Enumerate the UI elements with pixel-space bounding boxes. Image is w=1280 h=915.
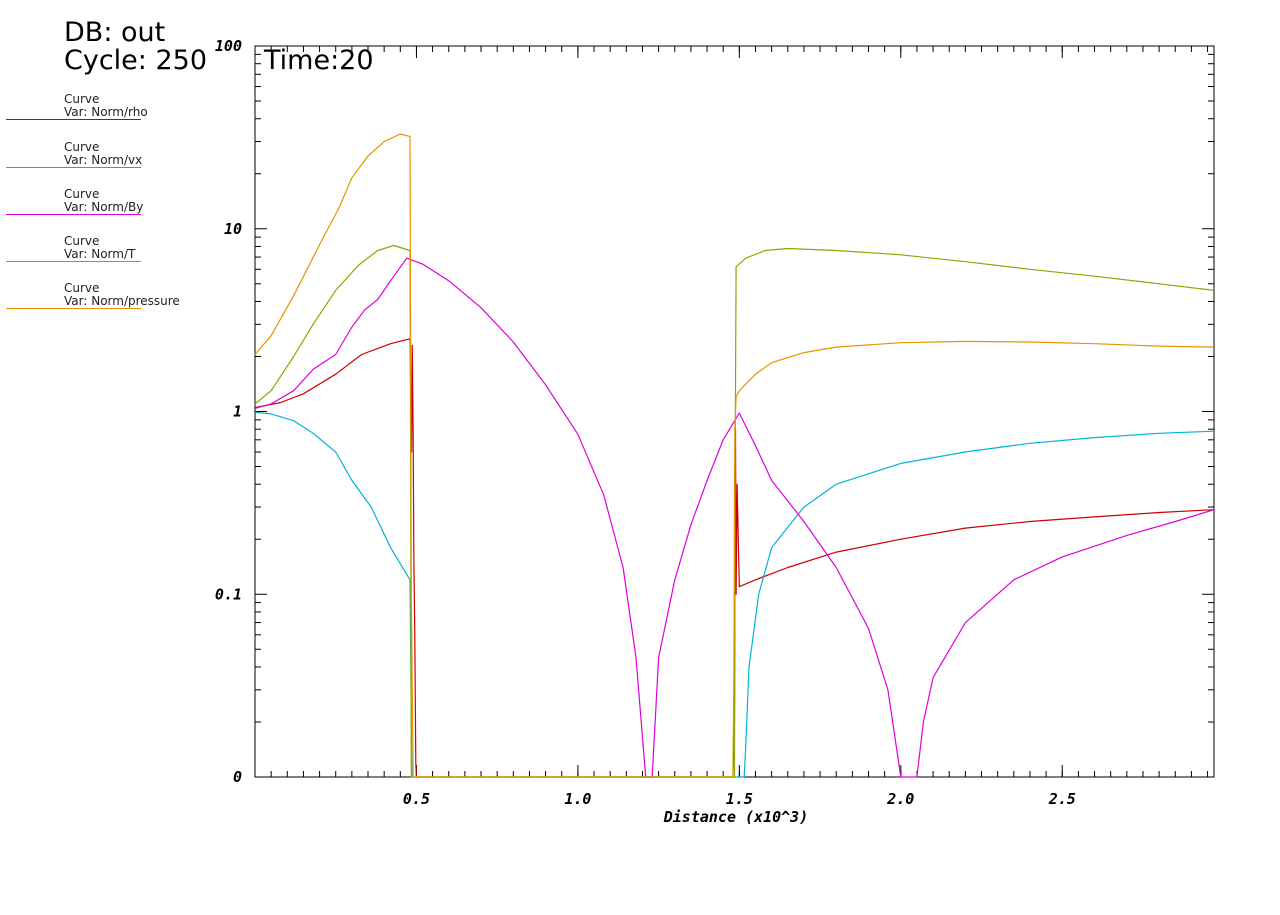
legend-entry-title: Curve xyxy=(64,281,100,295)
legend-entry-pressure: Curve Var: Norm/pressure xyxy=(6,281,180,314)
x-tick-label: 1.0 xyxy=(564,790,591,808)
y-tick-label: 0 xyxy=(233,768,242,786)
minor-ticks xyxy=(255,46,1214,777)
time-label: Time:20 xyxy=(264,45,374,76)
series-line-1 xyxy=(254,411,1215,778)
tick-labels: 0.5 1.0 1.5 2.0 2.5 0 0.1 1 10 100 xyxy=(215,37,1076,808)
legend-entry-title: Curve xyxy=(64,234,100,248)
series-line-2 xyxy=(254,257,1215,778)
series-line-4 xyxy=(254,133,1215,778)
legend-entry-title: Curve xyxy=(64,92,100,106)
x-tick-label: 2.0 xyxy=(886,790,914,808)
legend-entry-vx: Curve Var: Norm/vx xyxy=(6,141,176,173)
legend-entry-variable: Var: Norm/By xyxy=(64,200,144,214)
y-tick-label: 100 xyxy=(215,37,242,55)
legend-entry-title: Curve xyxy=(64,140,100,154)
x-tick-label: 1.5 xyxy=(726,790,753,808)
x-axis-title: Distance (x10^3) xyxy=(663,808,809,826)
y-tick-label: 10 xyxy=(224,220,242,238)
legend-entry-by: Curve Var: Norm/By xyxy=(6,188,176,220)
cycle-label: Cycle: 250 xyxy=(64,45,208,76)
legend-entry-variable: Var: Norm/vx xyxy=(64,153,143,167)
series-line-3 xyxy=(254,244,1215,778)
legend-swatch xyxy=(6,167,141,168)
y-tick-label: 0.1 xyxy=(215,585,242,603)
y-tick-label: 1 xyxy=(233,403,242,421)
database-label: DB: out xyxy=(64,17,166,48)
legend-swatch xyxy=(6,119,141,120)
legend-swatch xyxy=(6,261,141,262)
legend-entry-variable: Var: Norm/T xyxy=(64,247,136,261)
x-tick-label: 0.5 xyxy=(403,790,430,808)
legend-entry-rho: Curve Var: Norm/rho xyxy=(6,93,176,125)
legend-swatch xyxy=(6,214,141,215)
series-layer xyxy=(254,133,1215,778)
x-tick-label: 2.5 xyxy=(1048,790,1076,808)
legend-entry-t: Curve Var: Norm/T xyxy=(6,235,176,267)
legend-entry-variable: Var: Norm/pressure xyxy=(64,294,180,308)
legend-entry-title: Curve xyxy=(64,187,100,201)
legend-swatch xyxy=(6,308,141,309)
legend-entry-variable: Var: Norm/rho xyxy=(64,105,148,119)
